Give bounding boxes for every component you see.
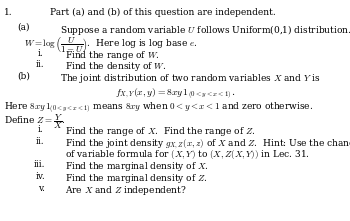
Text: Find the joint density $g_{X,Z}(x,z)$ of $X$ and $Z$.  Hint: Use the change: Find the joint density $g_{X,Z}(x,z)$ of… <box>65 137 350 151</box>
Text: Are $X$ and $Z$ independent?: Are $X$ and $Z$ independent? <box>65 184 187 197</box>
Text: ii.: ii. <box>36 137 45 146</box>
Text: $W = \log\left(\dfrac{U}{1-U}\right)$.  Here log is log base $e$.: $W = \log\left(\dfrac{U}{1-U}\right)$. H… <box>24 35 197 54</box>
Text: Part (a) and (b) of this question are independent.: Part (a) and (b) of this question are in… <box>50 8 276 17</box>
Text: Define $Z = \dfrac{Y}{X}$.: Define $Z = \dfrac{Y}{X}$. <box>4 112 66 131</box>
Text: of variable formula for $(X, Y)$ to $(X, Z(X, Y))$ in Lec. 31.: of variable formula for $(X, Y)$ to $(X,… <box>65 148 310 161</box>
Text: (b): (b) <box>17 72 30 81</box>
Text: Here $8xy\,\mathbf{1}_{(0<y<x<1)}$ means $8xy$ when $0 < y < x < 1$ and zero oth: Here $8xy\,\mathbf{1}_{(0<y<x<1)}$ means… <box>4 101 313 116</box>
Text: iii.: iii. <box>34 160 46 169</box>
Text: Suppose a random variable $U$ follows Uniform(0,1) distribution.  Define: Suppose a random variable $U$ follows Un… <box>60 23 350 37</box>
Text: ii.: ii. <box>36 60 45 69</box>
Text: Find the range of $W$.: Find the range of $W$. <box>65 49 160 62</box>
Text: $f_{X,Y}(x,y) = 8xy\,\mathbf{1}_{(0<y<x<1)}$.: $f_{X,Y}(x,y) = 8xy\,\mathbf{1}_{(0<y<x<… <box>115 87 235 102</box>
Text: iv.: iv. <box>36 172 46 181</box>
Text: The joint distribution of two random variables $X$ and $Y$ is: The joint distribution of two random var… <box>60 72 321 85</box>
Text: Find the marginal density of $Z$.: Find the marginal density of $Z$. <box>65 172 208 185</box>
Text: Find the range of $X$.  Find the range of $Z$.: Find the range of $X$. Find the range of… <box>65 125 256 138</box>
Text: i.: i. <box>38 125 44 134</box>
Text: 1.: 1. <box>4 8 13 17</box>
Text: v.: v. <box>38 184 45 193</box>
Text: (a): (a) <box>17 23 29 32</box>
Text: i.: i. <box>38 49 44 58</box>
Text: Find the marginal density of $X$.: Find the marginal density of $X$. <box>65 160 209 173</box>
Text: Find the density of $W$.: Find the density of $W$. <box>65 60 166 73</box>
